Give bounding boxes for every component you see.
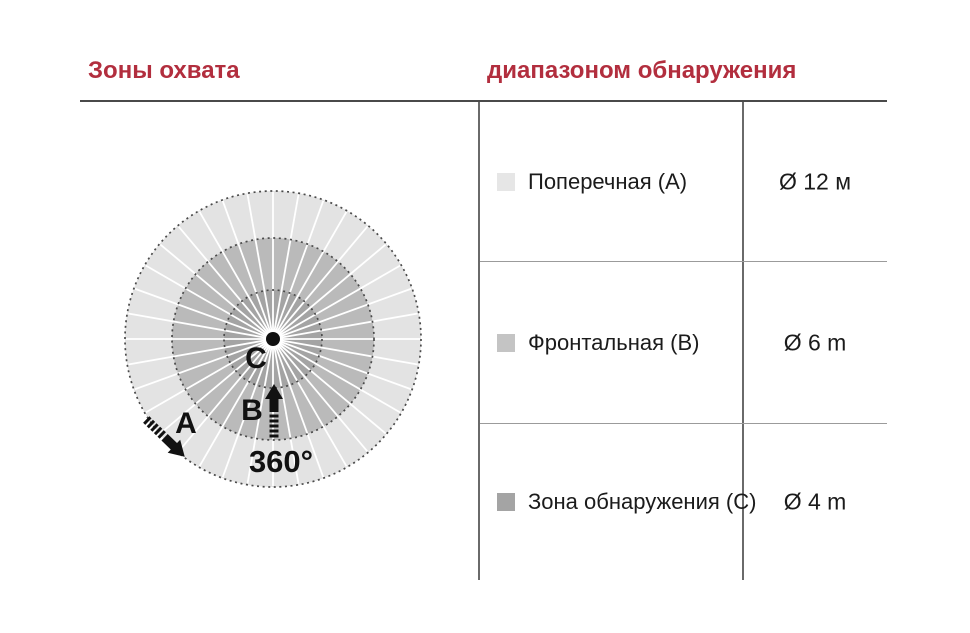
header-rule bbox=[80, 100, 887, 102]
zone-value: Ø 12 м bbox=[778, 168, 852, 194]
zone-swatch-B bbox=[497, 333, 515, 352]
ray bbox=[128, 312, 274, 340]
ray bbox=[272, 338, 387, 435]
ray bbox=[159, 338, 274, 435]
ray bbox=[128, 338, 274, 366]
table-row-divider bbox=[480, 261, 887, 262]
ray bbox=[272, 264, 401, 340]
frontal-direction-arrow-icon bbox=[265, 384, 283, 438]
ray bbox=[198, 211, 274, 340]
ray bbox=[272, 200, 325, 340]
ray bbox=[272, 338, 300, 484]
ray bbox=[221, 200, 274, 340]
ray bbox=[272, 338, 401, 414]
ray bbox=[159, 243, 274, 340]
table-row: Зона обнаружения (C) Ø 4 m bbox=[479, 424, 887, 580]
ray bbox=[177, 225, 274, 340]
zone-label: Фронтальная (B) bbox=[528, 329, 700, 355]
ray bbox=[272, 211, 348, 340]
ray bbox=[145, 338, 274, 414]
diagram-label-B: B bbox=[241, 394, 263, 427]
table-left-border bbox=[478, 102, 480, 580]
ray bbox=[246, 194, 274, 340]
zone-swatch-C bbox=[497, 493, 515, 511]
ray bbox=[272, 225, 369, 340]
ray bbox=[272, 287, 412, 340]
diagram-label-A: A bbox=[175, 407, 197, 440]
ray bbox=[272, 338, 348, 467]
right-section-title: диапазоном обнаружения bbox=[487, 57, 797, 84]
ray bbox=[272, 338, 412, 391]
ray bbox=[272, 194, 300, 340]
coverage-diagram: CB A 360° bbox=[124, 190, 422, 488]
ray bbox=[246, 338, 274, 484]
zone-border bbox=[124, 190, 422, 488]
table-row: Поперечная (A) Ø 12 м bbox=[479, 102, 887, 261]
zone-border bbox=[223, 289, 323, 389]
ray bbox=[134, 287, 274, 340]
diagram-label-360°: 360° bbox=[249, 444, 313, 479]
ray bbox=[198, 338, 274, 467]
ray bbox=[272, 338, 325, 478]
left-section-title: Зоны охвата bbox=[88, 57, 240, 84]
zone-value: Ø 6 m bbox=[783, 329, 847, 355]
table-row-divider bbox=[480, 423, 887, 424]
ray bbox=[272, 243, 387, 340]
zone-label: Поперечная (A) bbox=[528, 168, 688, 194]
ray bbox=[221, 338, 274, 478]
rotation-direction-arrow-icon bbox=[143, 416, 185, 457]
ray bbox=[145, 264, 274, 340]
table-row: Фронтальная (B) Ø 6 m bbox=[479, 262, 887, 423]
ray bbox=[134, 338, 274, 391]
zone-label: Зона обнаружения (C) bbox=[528, 489, 757, 514]
sensor-dot bbox=[266, 332, 280, 346]
ray bbox=[272, 338, 418, 366]
ray bbox=[272, 312, 418, 340]
zone-value: Ø 4 m bbox=[783, 488, 847, 515]
diagram-label-C: C bbox=[245, 342, 267, 375]
ray bbox=[177, 338, 274, 453]
zone-swatch-A bbox=[497, 172, 515, 191]
table-column-divider bbox=[742, 102, 744, 580]
ray bbox=[272, 338, 369, 453]
zone-border bbox=[171, 237, 375, 441]
